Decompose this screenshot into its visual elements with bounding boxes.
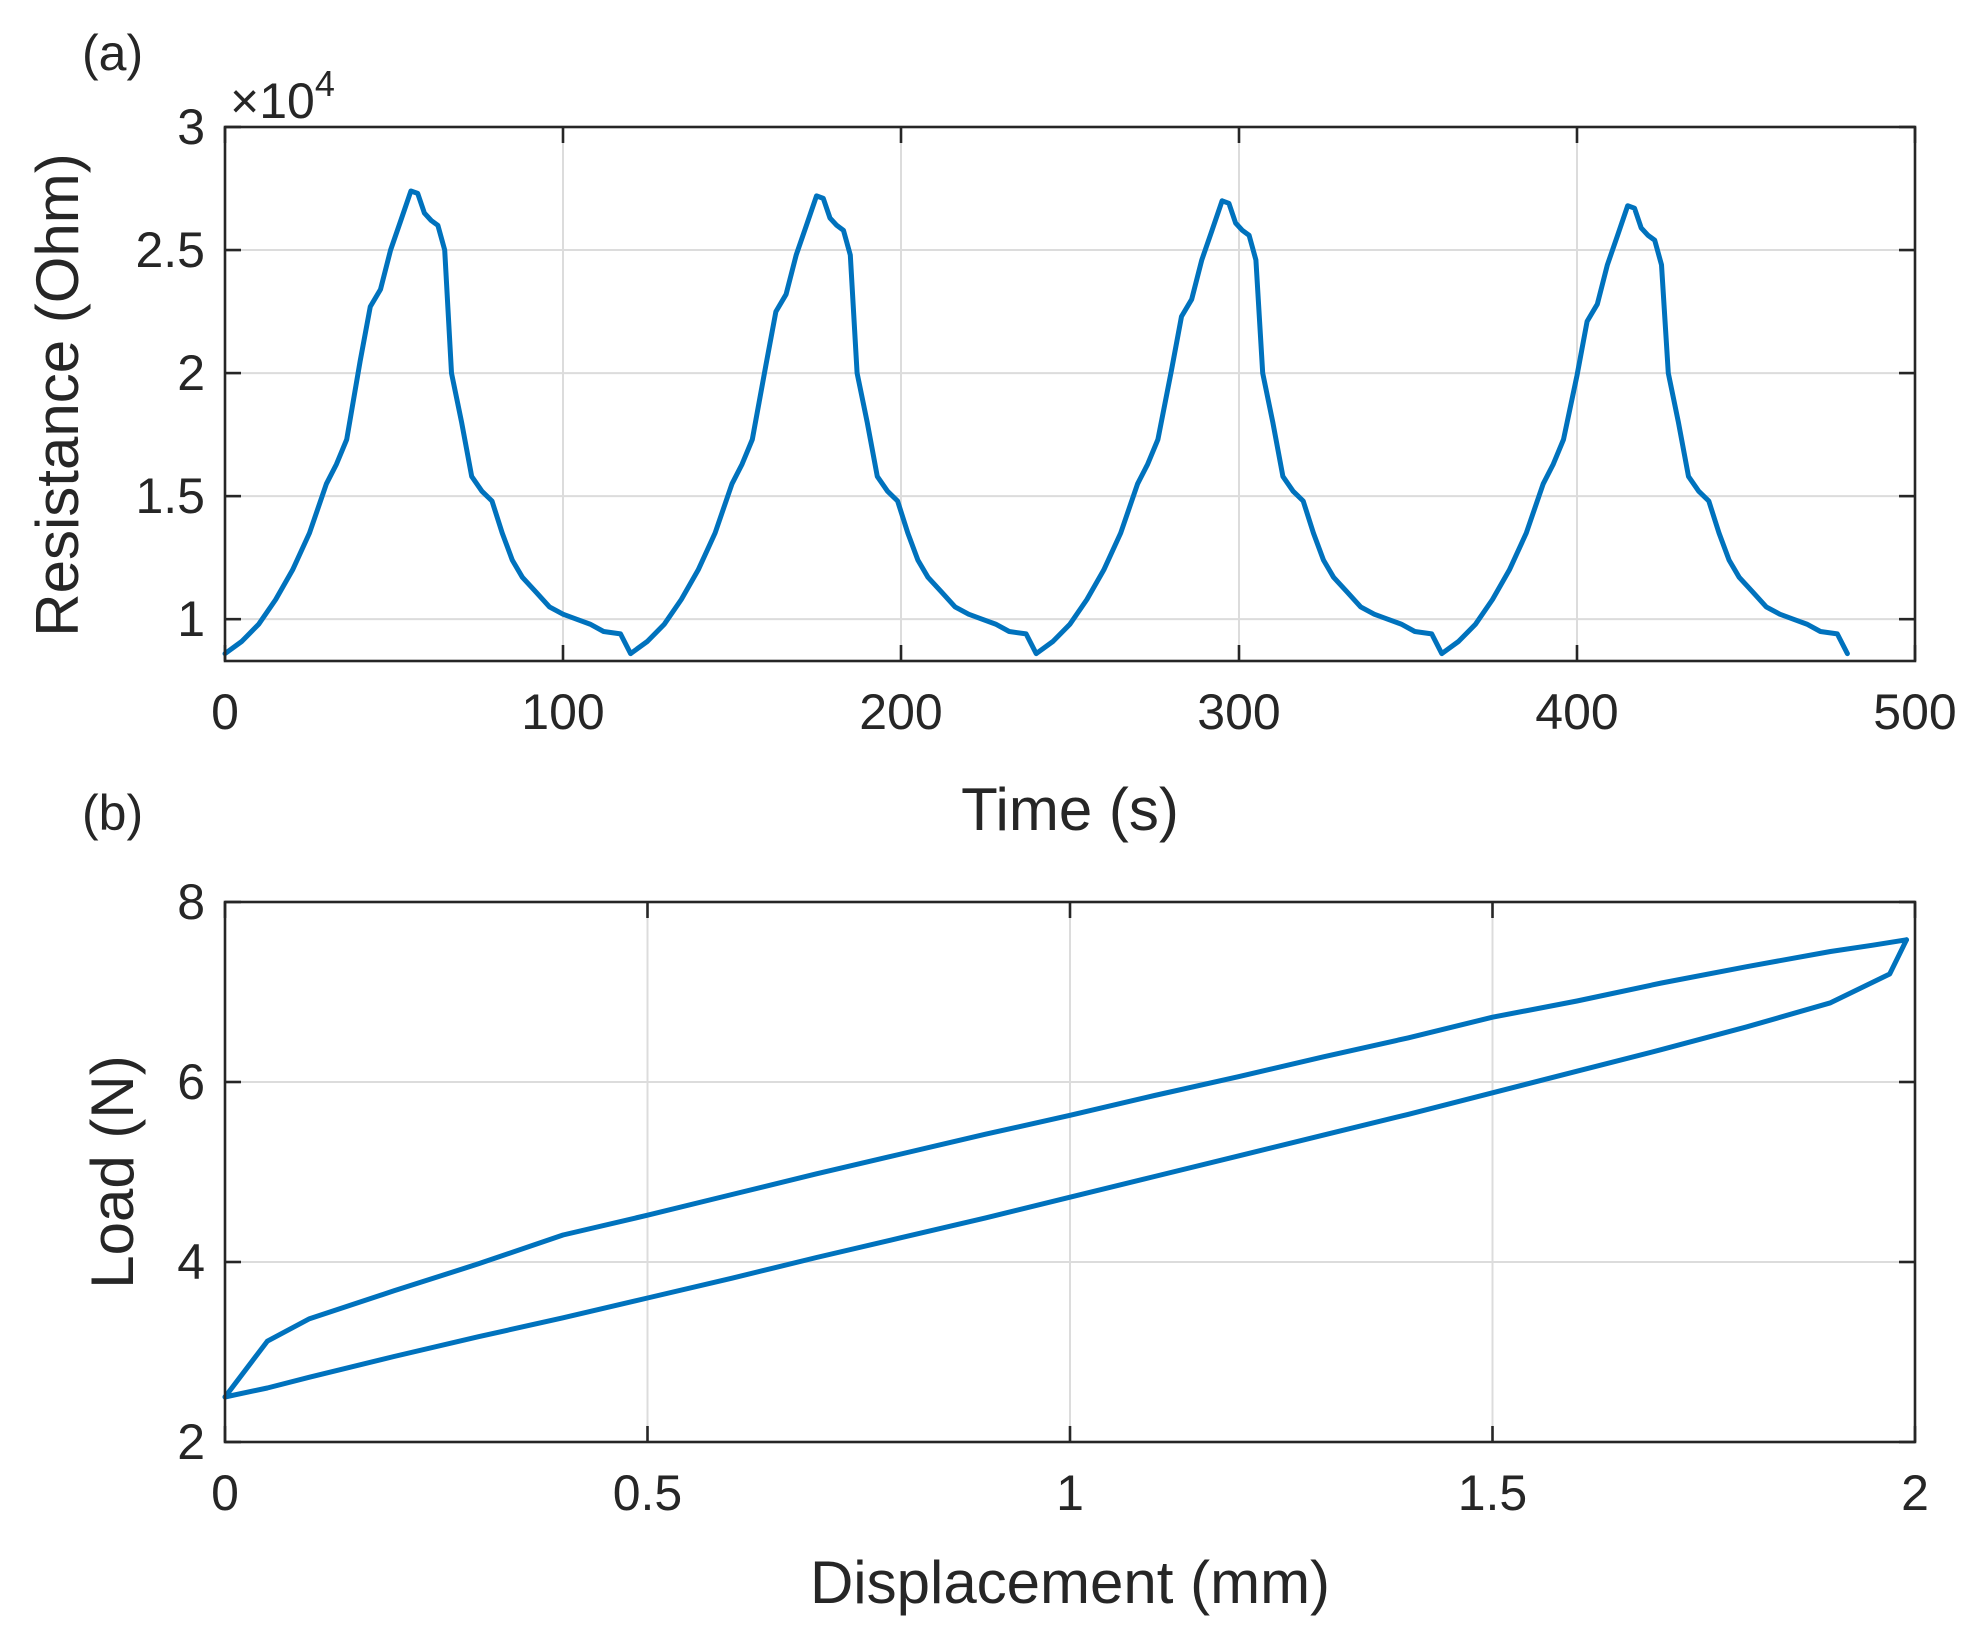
panel-a-x-tick-label: 300 xyxy=(1197,684,1280,740)
panel-b-y-tick-label: 2 xyxy=(177,1414,205,1470)
panel-b-ticks: 0 0.5 1 1.5 2 2 4 6 8 xyxy=(177,874,1929,1521)
panel-b-y-tick-label: 8 xyxy=(177,874,205,930)
panel-a-x-tick-label: 0 xyxy=(211,684,239,740)
panel-b-unloading-curve xyxy=(222,937,1909,1400)
panel-a-y-axis-label: Resistance (Ohm) xyxy=(24,153,91,636)
panel-b-load-vs-displacement: (b) 0 0.5 1 1.5 2 2 4 6 8 Displacement (mm) Load… xyxy=(79,785,1929,1616)
panel-a-grid xyxy=(224,126,1916,661)
panel-b-x-tick-label: 0.5 xyxy=(613,1465,683,1521)
panel-a-x-tick-label: 100 xyxy=(521,684,604,740)
panel-a-axes-box xyxy=(223,125,1917,663)
panel-b-x-tick-label: 2 xyxy=(1901,1465,1929,1521)
panel-a-exponent-label: ×104 xyxy=(230,63,335,129)
panel-a-x-tick-label: 200 xyxy=(859,684,942,740)
panel-a-x-axis-label: Time (s) xyxy=(961,776,1179,843)
panel-b-y-axis-label: Load (N) xyxy=(79,1055,146,1288)
panel-b-x-tick-label: 1.5 xyxy=(1458,1465,1528,1521)
panel-b-y-tick-label: 4 xyxy=(177,1234,205,1290)
panel-b-label: (b) xyxy=(82,785,143,841)
panel-a-ticks: 0 100 200 300 400 500 1 1.5 2 2.5 3 xyxy=(135,99,1956,740)
panel-b-x-tick-label: 0 xyxy=(211,1465,239,1521)
panel-a-exponent-power: 4 xyxy=(315,63,335,104)
panel-a-x-tick-label: 400 xyxy=(1535,684,1618,740)
panel-a-y-tick-label: 2 xyxy=(177,345,205,401)
panel-a-y-tick-label: 1 xyxy=(177,591,205,647)
panel-a-label: (a) xyxy=(82,25,143,81)
panel-a-y-tick-label: 2.5 xyxy=(135,222,205,278)
panel-a-exponent-base: ×10 xyxy=(230,73,315,129)
panel-a-y-tick-label: 1.5 xyxy=(135,468,205,524)
panel-b-x-tick-label: 1 xyxy=(1056,1465,1084,1521)
panel-b-x-axis-label: Displacement (mm) xyxy=(810,1549,1330,1616)
panel-b-y-tick-label: 6 xyxy=(177,1054,205,1110)
panel-a-resistance-line xyxy=(222,188,1850,657)
panel-b-loading-curve xyxy=(222,937,1909,1400)
panel-a-y-tick-label: 3 xyxy=(177,99,205,155)
panel-a-resistance-vs-time: (a) 0 100 200 300 400 500 1 1.5 2 2.5 3 ×104 Time … xyxy=(24,25,1957,843)
panel-a-x-tick-label: 500 xyxy=(1873,684,1956,740)
